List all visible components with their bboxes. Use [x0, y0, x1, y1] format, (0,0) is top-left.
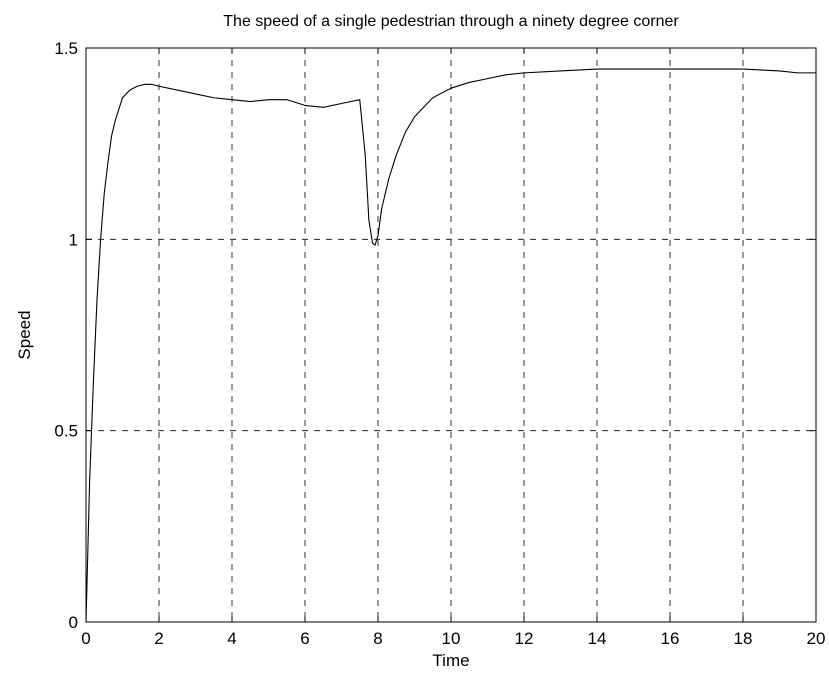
- x-tick-label: 16: [661, 629, 680, 648]
- grid-lines: [86, 48, 816, 622]
- tick-labels: 0 2 4 6 8 10 12 14 16 18 20 0 0.5 1 1.5: [54, 39, 825, 648]
- series-layer: [85, 68, 816, 623]
- y-tick-label: 1: [69, 230, 78, 249]
- y-tick-label: 1.5: [54, 39, 78, 58]
- x-tick-label: 6: [300, 629, 309, 648]
- y-tick-label: 0.5: [54, 422, 78, 441]
- axis-ticks: [85, 47, 817, 623]
- x-axis-title: Time: [432, 651, 469, 670]
- y-tick-label: 0: [69, 613, 78, 632]
- x-tick-label: 12: [515, 629, 534, 648]
- x-tick-label: 14: [588, 629, 607, 648]
- x-tick-label: 18: [734, 629, 753, 648]
- y-axis-title: Speed: [15, 310, 34, 359]
- x-tick-label: 2: [154, 629, 163, 648]
- x-tick-label: 4: [227, 629, 236, 648]
- x-tick-label: 10: [442, 629, 461, 648]
- chart-title: The speed of a single pedestrian through…: [223, 13, 679, 30]
- series-line: [85, 68, 816, 623]
- x-tick-label: 8: [373, 629, 382, 648]
- x-tick-label: 0: [81, 629, 90, 648]
- x-tick-label: 20: [807, 629, 826, 648]
